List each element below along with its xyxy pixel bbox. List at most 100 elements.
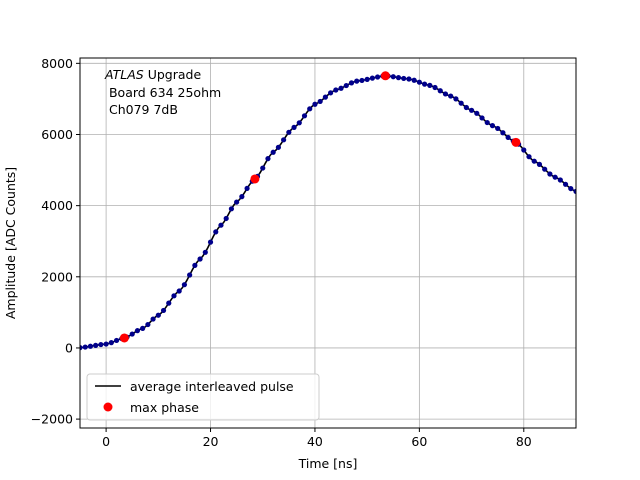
y-tick-label: −2000	[31, 412, 73, 427]
legend-label-marker: max phase	[130, 400, 199, 415]
sample-point	[474, 110, 480, 116]
sample-point	[265, 156, 271, 162]
legend-box	[86, 373, 320, 421]
sample-point	[354, 78, 360, 84]
y-tick-label: 4000	[41, 198, 73, 213]
sample-point	[98, 341, 104, 348]
sample-point	[401, 75, 407, 82]
sample-point	[80, 345, 83, 351]
sample-point	[317, 98, 323, 105]
sample-point	[150, 316, 156, 322]
annotation-line-3: Ch079 7dB	[105, 102, 178, 117]
sample-point	[568, 185, 574, 192]
sample-point	[234, 199, 240, 205]
max-phase-point	[511, 137, 521, 147]
sample-point	[453, 96, 459, 102]
y-tick-label: 2000	[41, 269, 73, 284]
sample-point	[573, 188, 576, 195]
sample-point	[140, 325, 146, 331]
annotation-line-1: ATLAS Upgrade	[104, 67, 201, 82]
sample-point	[176, 288, 182, 294]
sample-point	[296, 120, 302, 126]
sample-point	[505, 134, 511, 141]
sample-point	[468, 107, 475, 113]
sample-point	[301, 113, 308, 119]
legend-marker-swatch	[103, 402, 113, 412]
x-tick-label: 40	[307, 434, 323, 449]
x-tick-label: 20	[203, 434, 219, 449]
sample-point	[375, 74, 381, 80]
sample-point	[87, 343, 94, 349]
sample-point	[421, 81, 428, 87]
sample-point	[218, 222, 224, 228]
sample-point	[484, 119, 490, 126]
sample-point	[348, 80, 355, 86]
sample-point	[552, 174, 558, 180]
sample-point	[390, 74, 396, 80]
max-phase-point	[250, 174, 260, 184]
sample-point	[286, 129, 292, 135]
sample-point	[171, 293, 177, 299]
sample-point	[202, 249, 208, 255]
max-phase-point	[380, 71, 390, 81]
sample-point	[369, 75, 375, 81]
sample-point	[328, 90, 334, 96]
sample-point	[489, 123, 496, 129]
sample-point	[307, 106, 313, 112]
sample-point	[557, 177, 563, 183]
sample-point	[562, 181, 569, 187]
sample-point	[113, 337, 120, 344]
sample-point	[448, 93, 454, 99]
sample-point	[260, 165, 266, 171]
y-tick-label: 6000	[41, 127, 73, 142]
sample-point	[145, 321, 151, 328]
sample-point	[291, 124, 297, 130]
sample-point	[416, 79, 422, 85]
sample-point	[312, 101, 318, 107]
max-phase-point	[119, 333, 129, 343]
sample-point	[458, 100, 464, 106]
sample-point	[531, 158, 537, 164]
sample-point	[479, 115, 485, 121]
sample-point	[103, 341, 109, 347]
sample-point	[82, 344, 88, 350]
sample-point	[213, 229, 219, 235]
sample-point	[547, 171, 553, 177]
sample-point	[166, 300, 172, 306]
sample-point	[406, 76, 412, 82]
annotation-experiment: ATLAS	[104, 67, 144, 82]
sample-point	[333, 87, 339, 93]
annotation-line-2: Board 634 25ohm	[105, 85, 221, 100]
annotation-block: ATLAS Upgrade Board 634 25ohm Ch079 7dB	[104, 67, 221, 117]
sample-point	[187, 272, 193, 278]
sample-point	[239, 194, 245, 200]
sample-point	[108, 340, 114, 346]
sample-point	[395, 75, 402, 81]
sample-point	[223, 215, 229, 222]
sample-point	[181, 282, 188, 288]
sample-point	[500, 130, 506, 136]
sample-point	[432, 84, 438, 91]
sample-point	[343, 82, 349, 89]
sample-point	[495, 125, 501, 132]
series-layer	[80, 71, 576, 351]
legend: average interleaved pulse max phase	[86, 373, 320, 421]
sample-point	[281, 137, 287, 143]
sample-point	[526, 154, 532, 160]
legend-label-line: average interleaved pulse	[130, 379, 294, 394]
sample-point	[442, 91, 449, 97]
sample-point	[427, 82, 433, 88]
sample-point	[197, 256, 203, 262]
sample-point	[270, 149, 276, 155]
sample-point	[437, 88, 443, 94]
sample-point	[160, 307, 167, 314]
sample-point	[359, 77, 365, 84]
sample-point	[228, 206, 235, 212]
sample-point	[244, 185, 250, 192]
y-axis-label: Amplitude [ADC Counts]	[3, 167, 18, 319]
y-tick-label: 8000	[41, 56, 73, 71]
sample-point	[463, 104, 469, 111]
sample-point	[322, 94, 328, 100]
sample-point	[192, 262, 198, 268]
